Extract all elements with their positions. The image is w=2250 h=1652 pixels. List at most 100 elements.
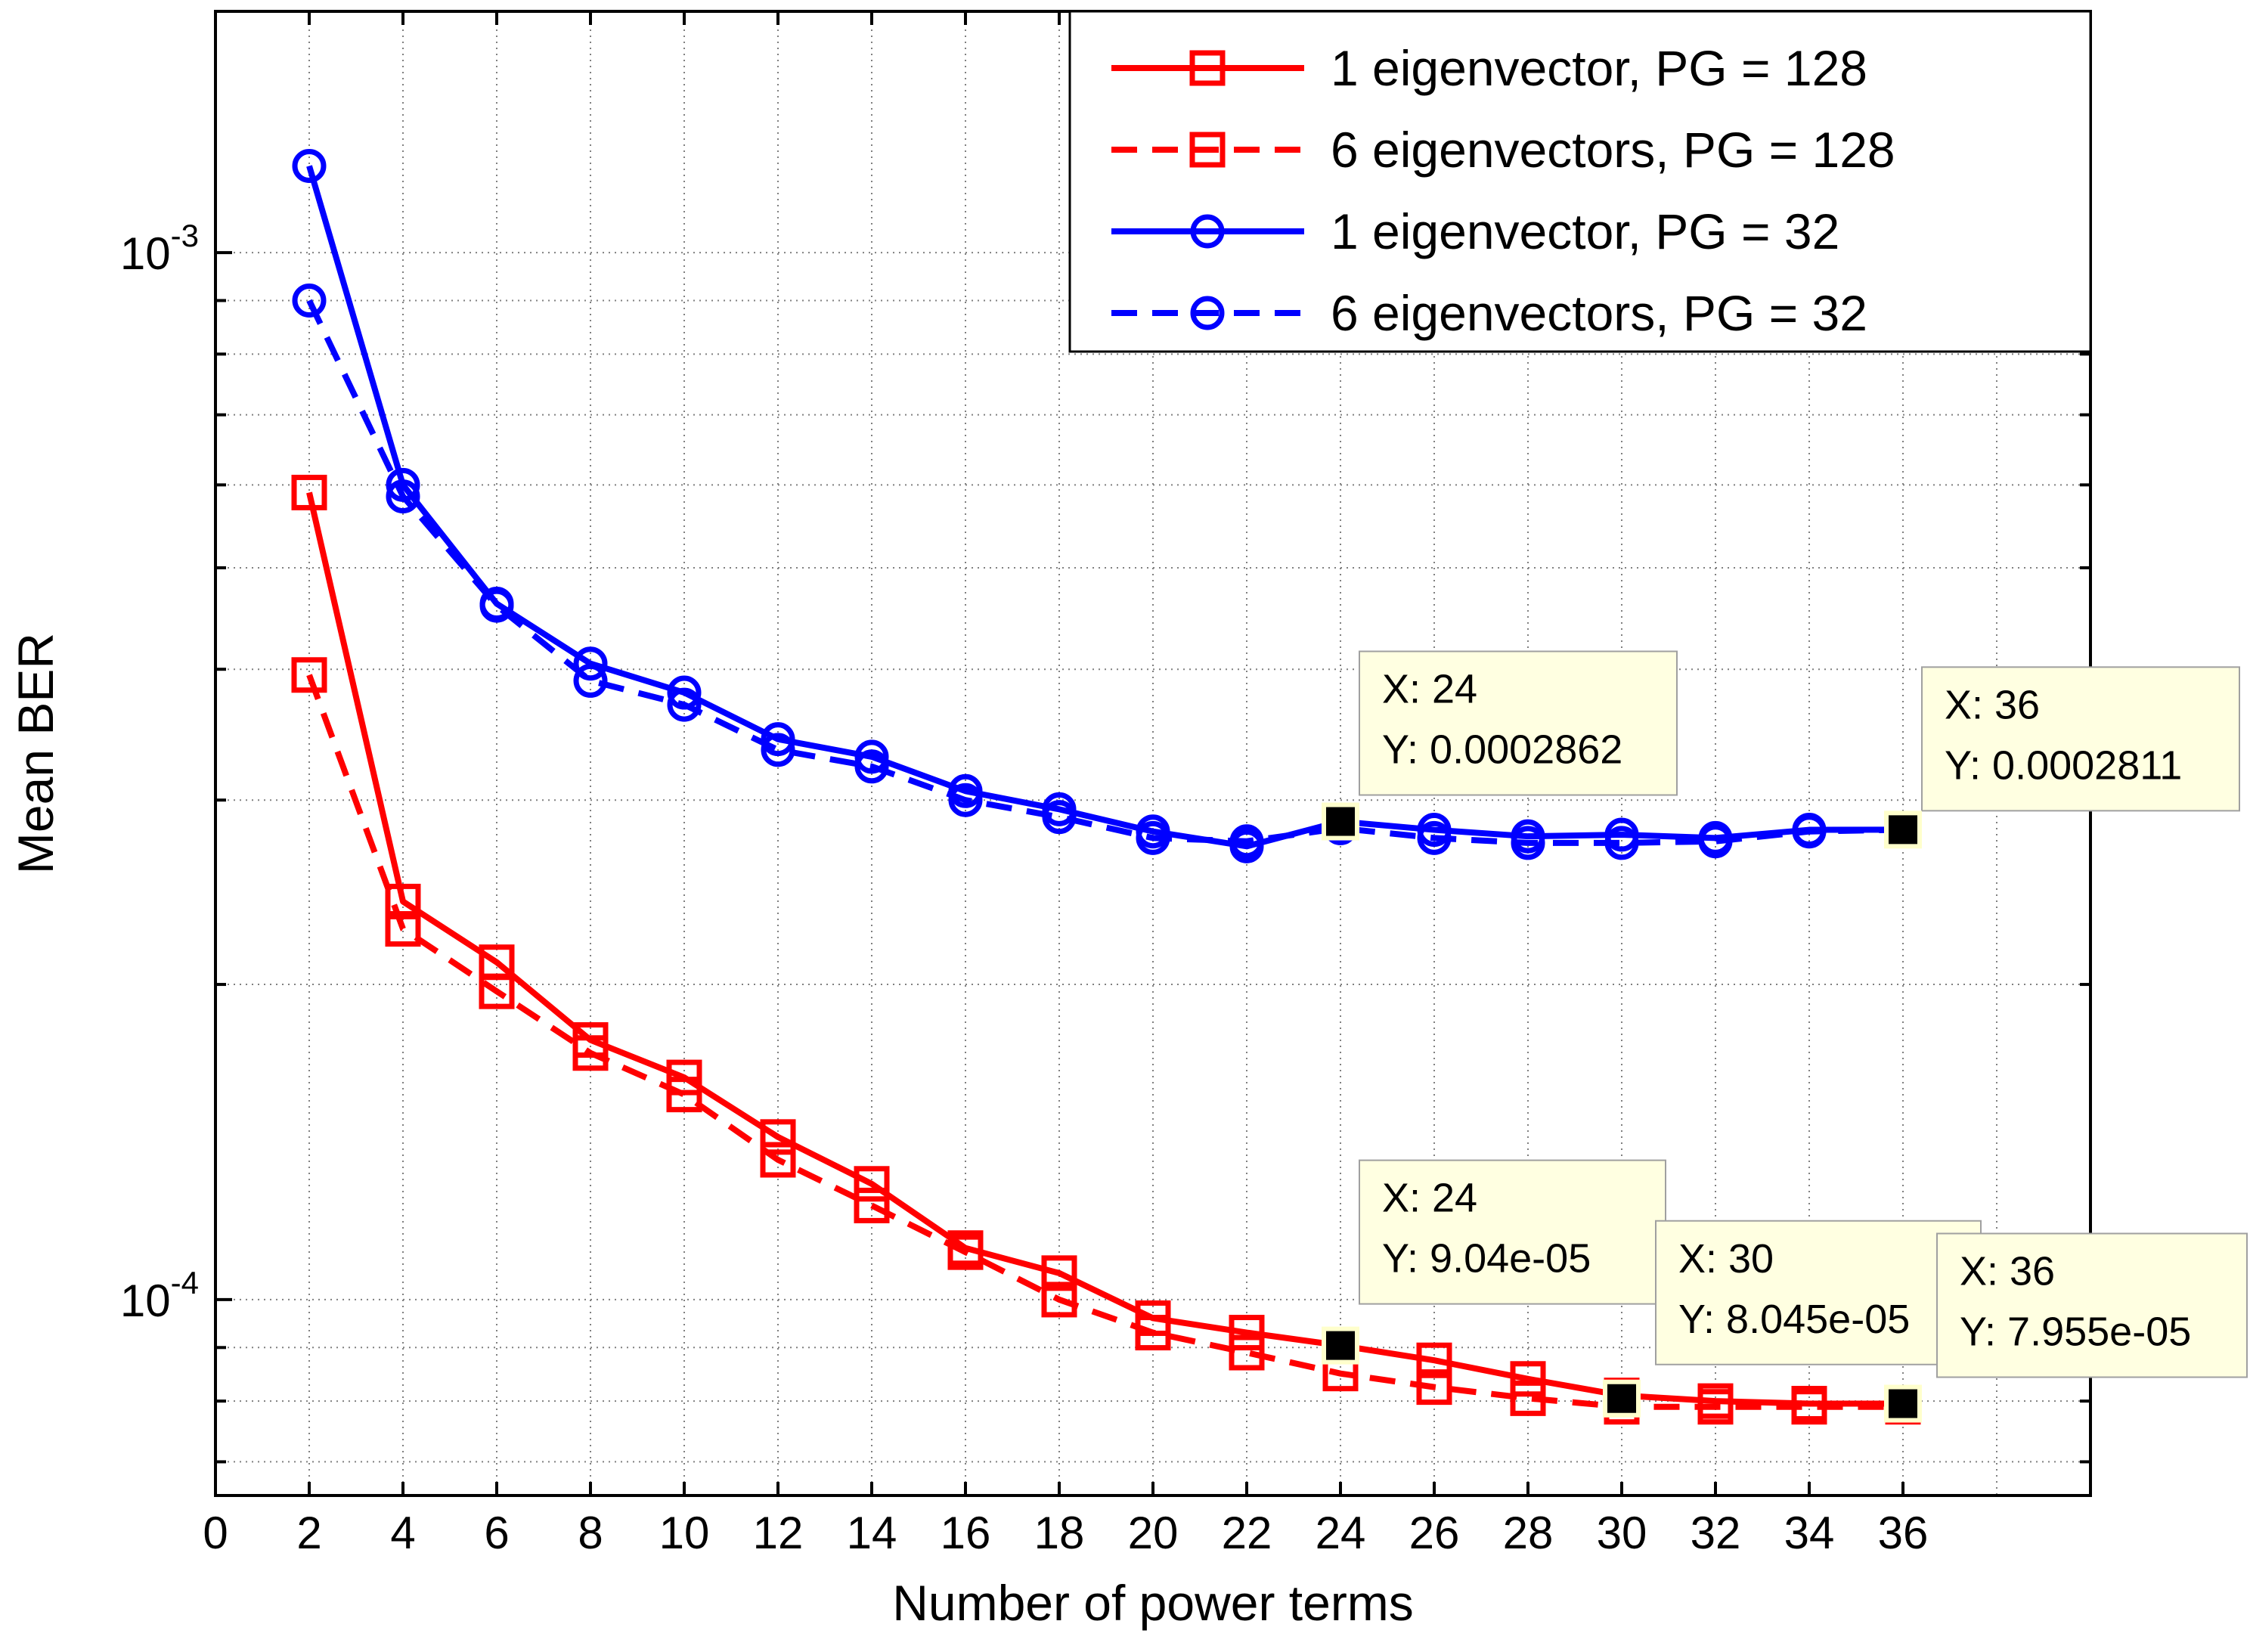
data-tip-box [1921, 666, 2240, 812]
data-point-marker [1136, 820, 1170, 855]
y-tick-label: 10-4 [120, 1265, 199, 1326]
data-tip-y: Y: 0.0002811 [1945, 742, 2182, 788]
data-point-marker [386, 479, 420, 514]
data-tip-x: X: 24 [1382, 1176, 1477, 1221]
legend-label: 6 eigenvectors, PG = 128 [1331, 122, 1895, 178]
legend-entry: 1 eigenvector, PG = 128 [1111, 40, 1867, 96]
data-point-marker [1698, 824, 1733, 859]
data-point-marker [854, 1187, 890, 1223]
x-tick-label: 8 [578, 1508, 603, 1558]
legend-label: 6 eigenvectors, PG = 32 [1331, 285, 1867, 341]
x-tick-label: 20 [1128, 1508, 1179, 1558]
data-point-marker [1229, 824, 1264, 859]
x-tick-label: 10 [659, 1508, 710, 1558]
data-tip-box [1936, 1232, 2248, 1378]
data-tip-y: Y: 0.0002862 [1382, 727, 1622, 773]
data-point-marker [1791, 1389, 1827, 1425]
x-tick-label: 14 [847, 1508, 897, 1558]
x-tick-label: 30 [1597, 1508, 1647, 1558]
data-tip: X: 24 Y: 9.04e-05 [1322, 1159, 1666, 1365]
x-tick-label: 4 [390, 1508, 415, 1558]
data-point-marker [1792, 814, 1827, 849]
legend: 1 eigenvector, PG = 128 6 eigenvectors, P… [1068, 10, 2092, 353]
legend-marker [1189, 50, 1226, 86]
data-point-marker [1041, 1255, 1077, 1291]
x-tick-label: 22 [1222, 1508, 1272, 1558]
data-point-marker [667, 687, 702, 722]
legend-marker [1190, 214, 1225, 249]
data-point-marker [1510, 1380, 1546, 1416]
legend-marker [1190, 296, 1225, 330]
data-tip-y: Y: 9.04e-05 [1382, 1236, 1591, 1282]
data-tips: X: 24 Y: 0.0002862 X: 36 Y: 0.0002811 X: 24 Y… [1322, 650, 2248, 1423]
data-tip: X: 36 Y: 7.955e-05 [1884, 1232, 2248, 1423]
data-tip-marker [1322, 1326, 1359, 1365]
data-point-marker [948, 783, 983, 817]
data-point-marker [1041, 1282, 1077, 1318]
data-tip-marker [1603, 1379, 1641, 1418]
data-point-marker [761, 722, 795, 757]
data-point-marker [1229, 1334, 1265, 1371]
data-tip-box [1359, 1159, 1666, 1305]
data-tip-marker [1884, 1384, 1922, 1423]
x-tick-label: 6 [484, 1508, 509, 1558]
x-tick-label: 34 [1784, 1508, 1835, 1558]
data-point-marker [1697, 1389, 1734, 1425]
data-point-marker [572, 1035, 609, 1071]
x-tick-label: 2 [296, 1508, 321, 1558]
x-tick-label: 16 [941, 1508, 991, 1558]
data-tip-y: Y: 8.045e-05 [1678, 1297, 1910, 1342]
data-point-marker [854, 739, 889, 774]
data-point-marker [666, 1077, 702, 1113]
data-tip-marker [1322, 802, 1359, 841]
data-tip: X: 24 Y: 0.0002862 [1322, 650, 1678, 841]
data-tip-box [1655, 1220, 1982, 1365]
data-point-marker [1416, 1369, 1452, 1406]
data-point-marker [1604, 826, 1639, 860]
data-tip-y: Y: 7.955e-05 [1960, 1310, 2191, 1355]
x-tick-label: 26 [1409, 1508, 1460, 1558]
data-tip-x: X: 30 [1678, 1236, 1774, 1282]
data-tip-x: X: 24 [1382, 667, 1477, 712]
y-tick-label: 10-3 [120, 218, 199, 279]
data-point-marker [291, 657, 327, 693]
data-point-marker [479, 588, 514, 623]
data-point-marker [291, 474, 327, 510]
data-point-marker [573, 663, 608, 698]
data-point-marker [1416, 1342, 1452, 1378]
data-tip: X: 36 Y: 0.0002811 [1884, 666, 2240, 849]
data-tip-marker [1884, 811, 1922, 849]
data-point-marker [1511, 826, 1545, 860]
legend-entry: 1 eigenvector, PG = 32 [1111, 203, 1839, 259]
data-point-marker [479, 973, 515, 1009]
data-point-marker [385, 911, 421, 947]
x-tick-label: 18 [1034, 1508, 1085, 1558]
data-point-marker [1229, 1315, 1265, 1351]
data-point-marker [292, 283, 327, 318]
x-tick-label: 24 [1316, 1508, 1366, 1558]
data-tip-x: X: 36 [1945, 682, 2040, 727]
data-point-marker [1510, 1361, 1546, 1397]
x-tick-label: 12 [753, 1508, 804, 1558]
data-tip: X: 30 Y: 8.045e-05 [1603, 1220, 1982, 1418]
x-tick-label: 32 [1691, 1508, 1741, 1558]
data-point-marker [1135, 1315, 1171, 1351]
data-point-marker [854, 1166, 890, 1202]
x-tick-label: 28 [1503, 1508, 1554, 1558]
legend-entry: 6 eigenvectors, PG = 128 [1111, 122, 1895, 178]
data-point-marker [854, 749, 889, 784]
axis-labels: 0 2 4 6 8 10 12 14 16 18 20 22 24 26 28 30 32 34 3610-410-… [8, 218, 1928, 1631]
data-tip-box [1359, 650, 1678, 796]
x-tick-label: 36 [1878, 1508, 1929, 1558]
data-point-marker [947, 1234, 984, 1270]
x-tick-label: 0 [203, 1508, 228, 1558]
data-point-marker [385, 883, 421, 919]
data-point-marker [292, 148, 327, 183]
x-axis-label: Number of power terms [892, 1575, 1414, 1631]
data-point-marker [1042, 800, 1077, 835]
legend-label: 1 eigenvector, PG = 128 [1331, 40, 1867, 96]
y-axis-label: Mean BER [8, 633, 64, 874]
data-point-marker [760, 1142, 796, 1178]
legend-entry: 6 eigenvectors, PG = 32 [1111, 285, 1867, 341]
